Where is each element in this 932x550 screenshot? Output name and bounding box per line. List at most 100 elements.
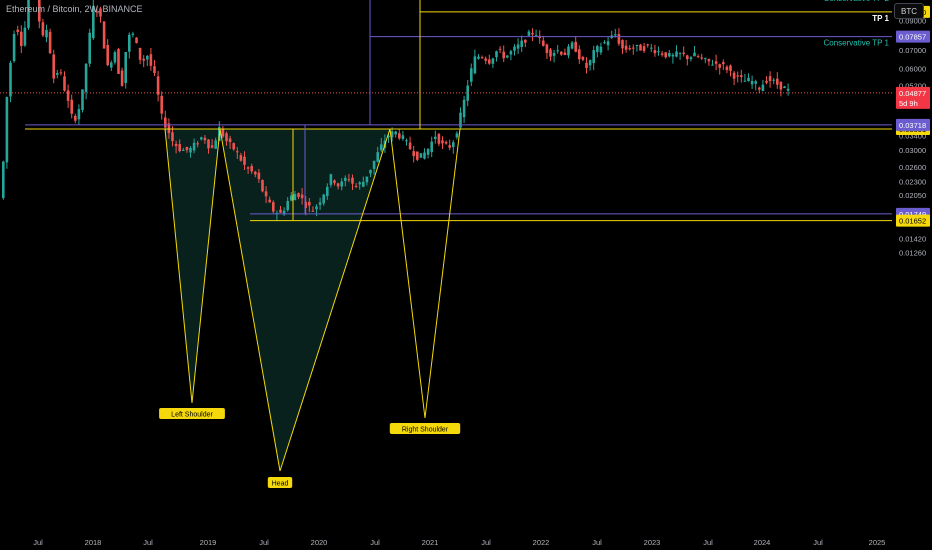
pattern-area (165, 128, 390, 471)
candle-body (387, 135, 390, 138)
candle-body (506, 55, 509, 58)
candle-body (408, 142, 412, 150)
price-tag-label: 0.07857 (899, 33, 926, 42)
candle-body (77, 109, 81, 120)
time-tick-label: Jul (259, 538, 269, 547)
candle-body (412, 151, 415, 157)
time-tick-label: Jul (33, 538, 43, 547)
candle-body (239, 155, 243, 161)
candle-body (743, 80, 747, 82)
candle-body (614, 34, 617, 36)
candle-body (574, 41, 577, 52)
chart-title: Ethereum / Bitcoin, 2W, BINANCE (6, 4, 143, 14)
candle-body (59, 72, 63, 74)
candle-body (524, 39, 527, 43)
time-tick-label: 2018 (85, 538, 102, 547)
candle-body (689, 57, 693, 60)
candle-body (124, 52, 127, 84)
candle-body (765, 80, 768, 83)
candle-body (725, 66, 729, 71)
candle-body (261, 180, 264, 192)
candle-body (322, 194, 325, 204)
candle-body (95, 11, 99, 13)
price-tick-label: 0.01420 (899, 234, 926, 243)
candle-body (754, 81, 757, 84)
candle-body (297, 193, 300, 197)
candle-body (718, 64, 721, 68)
time-tick-label: Jul (143, 538, 153, 547)
candle-body (570, 42, 574, 49)
candle-body (452, 142, 455, 148)
countdown-label: 5d 9h (899, 99, 918, 108)
candle-body (545, 44, 549, 54)
candle-body (678, 52, 682, 54)
candle-body (560, 51, 563, 55)
candle-body (250, 166, 253, 172)
candle-body (488, 59, 491, 64)
candle-body (549, 49, 552, 57)
price-tag (896, 118, 930, 131)
candle-body (106, 44, 109, 66)
candle-body (156, 76, 160, 95)
pattern-label-box (389, 423, 461, 434)
level-label: Conservative TP 2 (823, 0, 889, 3)
candle-body (203, 137, 207, 141)
candle-body (20, 31, 23, 47)
candle-body (714, 61, 718, 64)
candle-body (135, 37, 138, 44)
time-tick-label: Jul (592, 538, 602, 547)
candle-body (448, 145, 451, 148)
candle-body (747, 77, 750, 82)
price-tick-label: 0.06000 (899, 64, 926, 73)
candle-body (603, 42, 606, 44)
candle-body (390, 131, 394, 138)
level-label: Conservative TP 1 (823, 39, 889, 48)
candle-body (333, 180, 336, 184)
candle-body (300, 194, 304, 199)
candle-body (419, 153, 423, 158)
candle-body (585, 62, 588, 68)
time-tick-label: Jul (703, 538, 713, 547)
candle-body (639, 44, 642, 51)
currency-button[interactable]: BTC (894, 3, 924, 19)
price-tag-label: 0.01749 (899, 210, 926, 219)
candle-body (707, 58, 711, 62)
time-tick-label: 2019 (200, 538, 217, 547)
time-tick-label: 2022 (533, 538, 550, 547)
candle-body (5, 97, 9, 163)
candle-body (84, 63, 88, 92)
candle-body (722, 62, 725, 65)
candle-body (347, 179, 351, 181)
candle-body (272, 202, 275, 212)
candle-body (563, 52, 567, 56)
candle-body (376, 152, 379, 162)
candle-body (380, 144, 383, 151)
candle-body (146, 55, 149, 60)
candle-body (99, 8, 102, 17)
candle-body (128, 34, 131, 52)
candle-body (210, 145, 214, 148)
candle-body (509, 51, 513, 55)
time-tick-label: 2024 (754, 538, 771, 547)
candle-body (70, 99, 73, 114)
candle-body (711, 64, 714, 66)
candle-body (326, 186, 329, 197)
candle-body (783, 86, 786, 89)
time-tick-label: Jul (813, 538, 823, 547)
candle-body (498, 48, 502, 50)
candle-body (491, 58, 495, 64)
candle-body (632, 47, 635, 49)
candle-body (315, 206, 318, 210)
price-tick-label: 0.02050 (899, 191, 926, 200)
candle-body (624, 45, 628, 50)
candle-body (45, 29, 48, 38)
candle-body (102, 21, 106, 49)
candle-body (466, 85, 469, 101)
candle-body (588, 60, 592, 66)
candle-body (596, 46, 599, 52)
level-label: TP 1 (872, 14, 889, 23)
candle-body (120, 70, 124, 86)
candle-body (336, 183, 340, 187)
